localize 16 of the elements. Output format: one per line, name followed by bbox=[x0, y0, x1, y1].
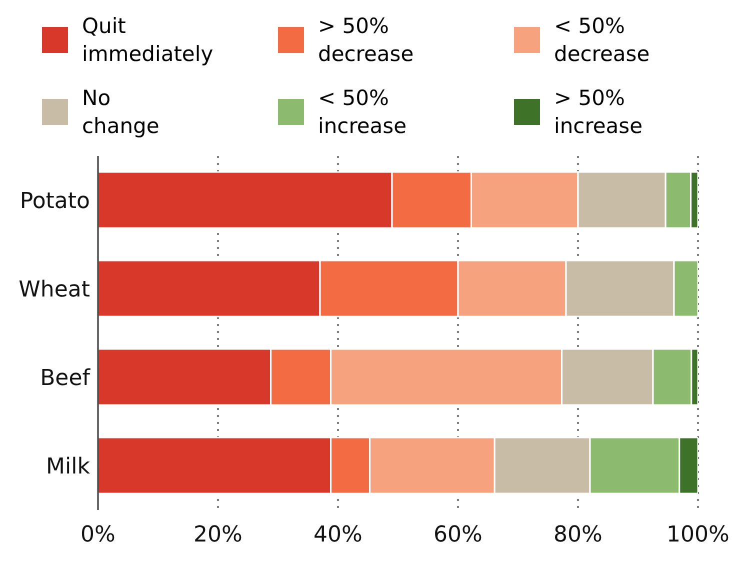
legend-label: > 50% increase bbox=[554, 85, 644, 140]
legend-label: Quit immediately bbox=[82, 13, 214, 68]
legend-label: > 50% decrease bbox=[318, 13, 415, 68]
y-tick-label: Beef bbox=[40, 366, 92, 392]
x-tick-label: 40% bbox=[314, 522, 362, 548]
y-tick-label: Wheat bbox=[18, 278, 90, 303]
y-tick-label: Milk bbox=[46, 454, 90, 480]
x-tick-label: 100% bbox=[666, 522, 730, 548]
legend-label: < 50% decrease bbox=[554, 13, 651, 68]
x-tick-label: 80% bbox=[554, 522, 602, 548]
x-tick-label: 20% bbox=[194, 522, 242, 548]
x-tick-label: 60% bbox=[434, 522, 482, 548]
x-tick-label: 0% bbox=[80, 522, 116, 548]
y-tick-label: Potato bbox=[20, 189, 90, 214]
legend-label: < 50% increase bbox=[318, 85, 408, 140]
legend-label: No change bbox=[82, 85, 160, 140]
